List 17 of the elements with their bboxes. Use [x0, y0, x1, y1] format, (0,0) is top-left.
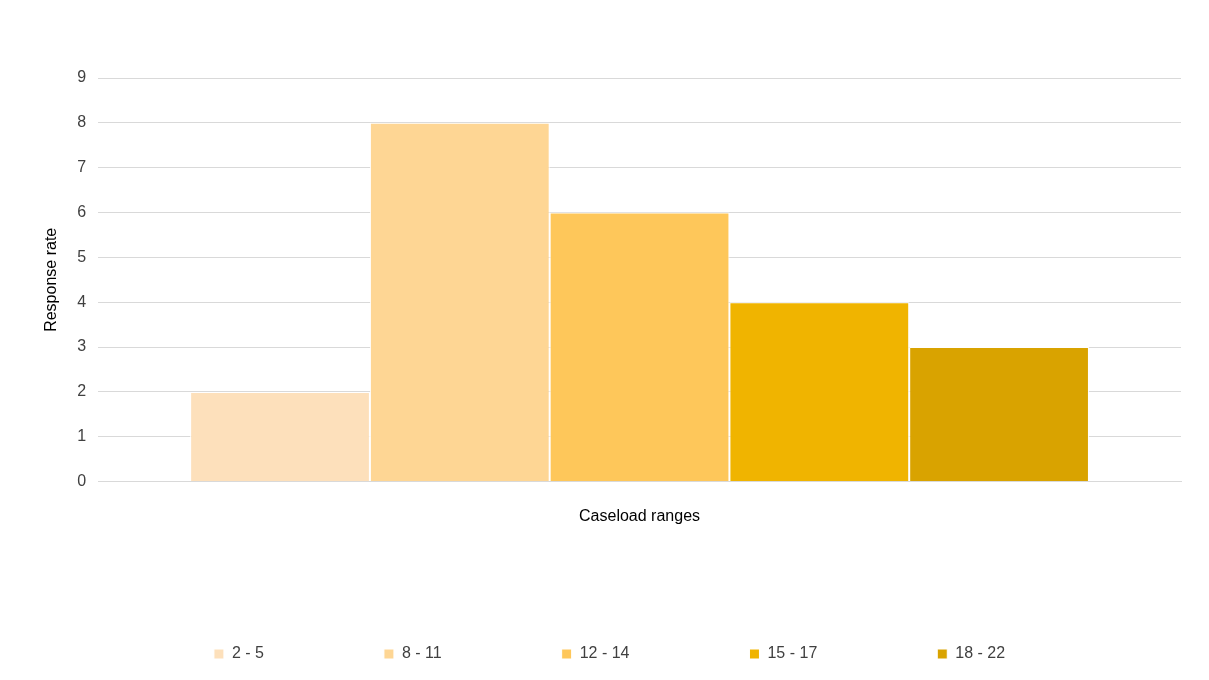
- y-tick-label: 9: [77, 68, 87, 86]
- y-tick-label: 6: [77, 202, 87, 220]
- legend-label: 18 - 22: [955, 644, 1006, 662]
- y-tick-label: 2: [77, 382, 87, 400]
- y-tick-label: 7: [77, 158, 87, 176]
- x-axis-title: Caseload ranges: [579, 506, 701, 524]
- legend-label: 8 - 11: [401, 644, 442, 662]
- y-tick-label: 5: [77, 247, 87, 265]
- y-axis-title: Response rate: [42, 227, 60, 332]
- y-tick-label: 3: [77, 337, 87, 355]
- legend-label: 2 - 5: [231, 644, 265, 662]
- y-tick-label: 1: [77, 427, 87, 445]
- y-tick-label: 8: [77, 113, 87, 131]
- legend-label: 15 - 17: [767, 644, 818, 662]
- y-tick-label: 4: [77, 292, 87, 310]
- y-tick-label: 0: [77, 472, 87, 490]
- legend-label: 12 - 14: [579, 644, 630, 662]
